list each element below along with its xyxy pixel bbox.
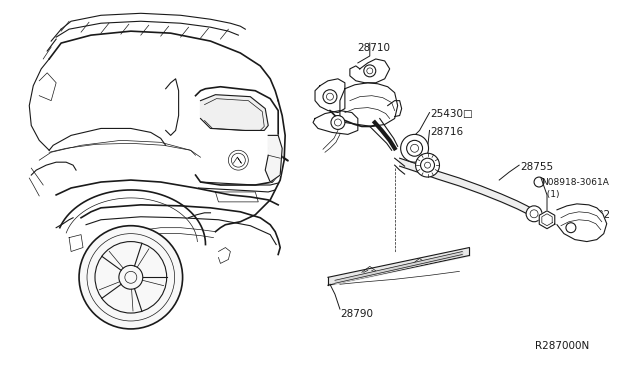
Circle shape (526, 206, 542, 222)
Polygon shape (340, 83, 397, 126)
Polygon shape (313, 110, 358, 134)
Text: 28782: 28782 (577, 210, 610, 220)
Text: 28755: 28755 (520, 162, 553, 172)
Polygon shape (540, 211, 555, 229)
Text: 25430□: 25430□ (431, 109, 473, 119)
Text: N08918-3061A: N08918-3061A (541, 178, 609, 187)
Text: R287000N: R287000N (534, 341, 589, 351)
Circle shape (415, 153, 440, 177)
Polygon shape (196, 87, 278, 185)
Polygon shape (557, 204, 607, 241)
Circle shape (401, 134, 429, 162)
Polygon shape (315, 79, 345, 113)
Circle shape (331, 116, 345, 129)
Text: 28716: 28716 (431, 128, 463, 137)
Circle shape (79, 226, 182, 329)
Text: (1): (1) (541, 190, 559, 199)
Circle shape (364, 65, 376, 77)
Text: 28790: 28790 (340, 309, 373, 319)
Polygon shape (350, 59, 390, 83)
Text: 28710: 28710 (357, 43, 390, 53)
Polygon shape (200, 95, 268, 131)
Polygon shape (265, 135, 282, 182)
Circle shape (323, 90, 337, 104)
